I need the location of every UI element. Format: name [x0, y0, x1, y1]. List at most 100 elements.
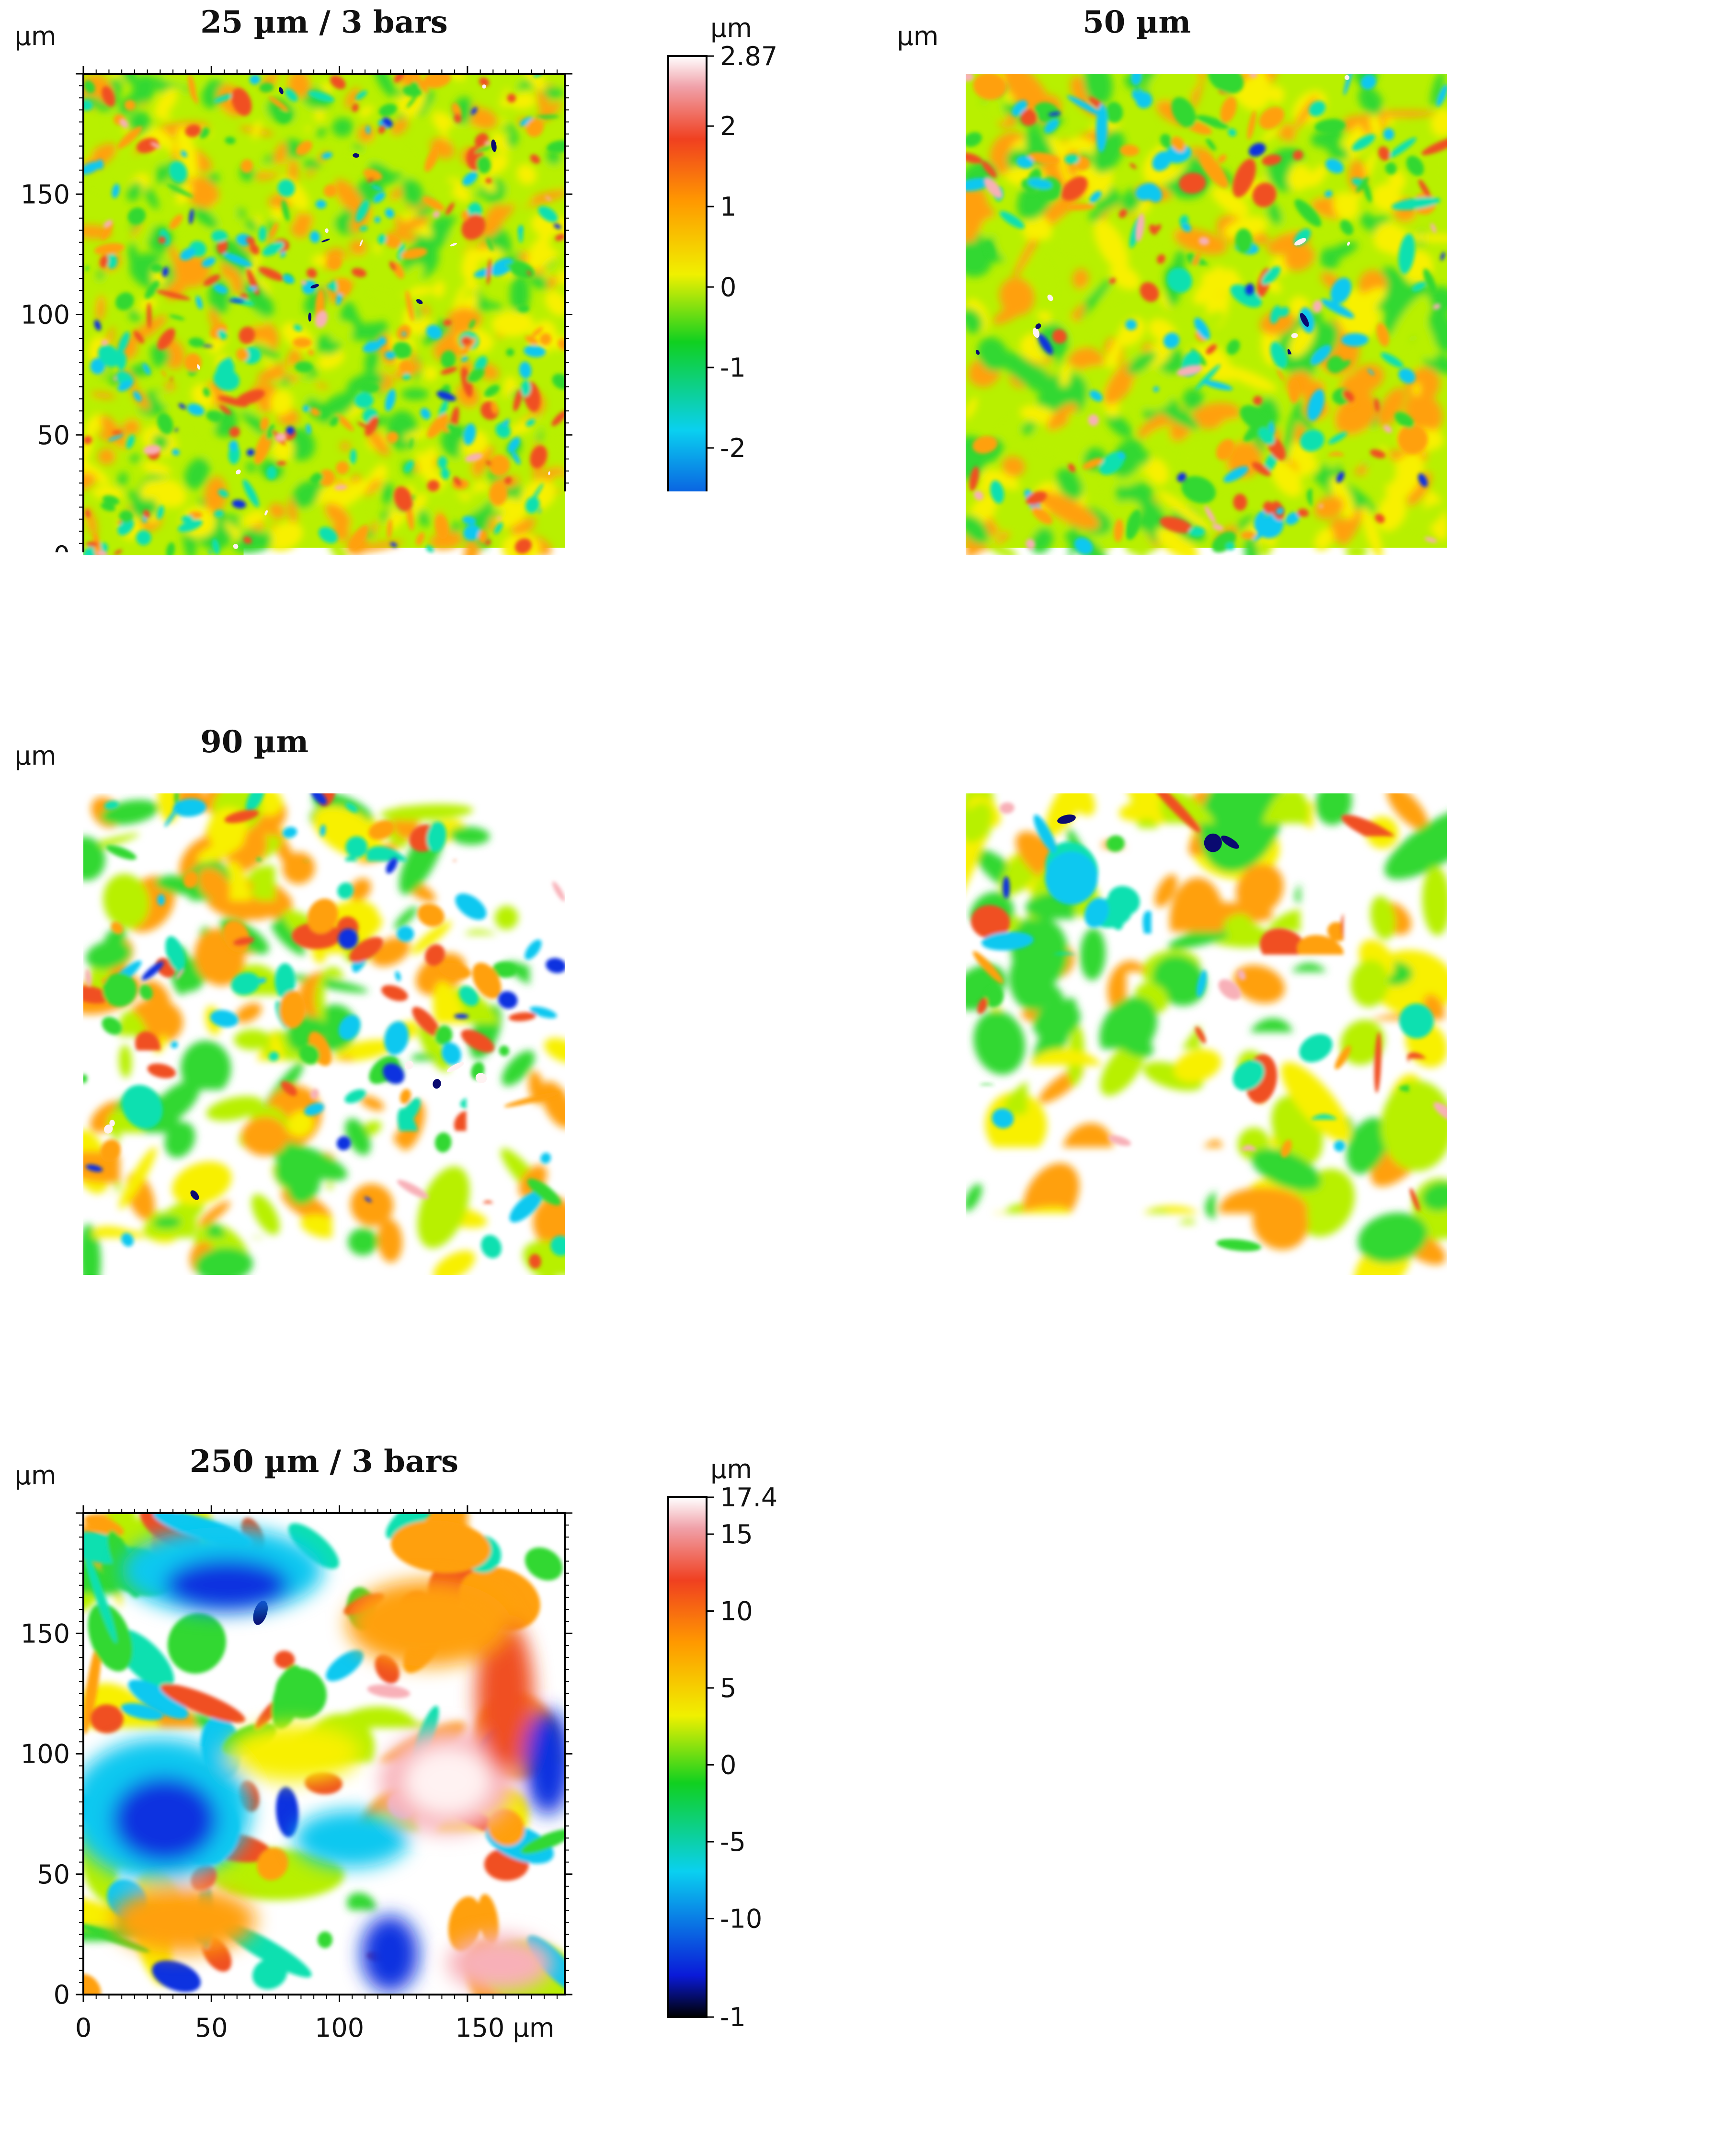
- y-tick-label: 150: [903, 899, 952, 929]
- heatmap-feature: [294, 1810, 409, 1868]
- caption-letter: e: [408, 2102, 428, 2140]
- y-tick-label: 100: [903, 300, 952, 330]
- heatmap-blob: [128, 242, 137, 264]
- heatmap-surface: [941, 35, 1467, 572]
- panel-title: 125 µm / 3 bars: [1072, 724, 1341, 760]
- heatmap-feature: [1129, 975, 1205, 1014]
- heatmap-blob: [401, 388, 429, 400]
- panel-title: 25 µm / 3 bars: [200, 4, 448, 40]
- x-tick-label: 100: [315, 2013, 364, 2043]
- heatmap-feature: [447, 1935, 553, 1992]
- x-tick-label: 50: [1077, 1293, 1110, 1323]
- colorbar-gradient: [668, 776, 707, 1296]
- x-tick-label: 50: [195, 573, 228, 604]
- heatmap-blob: [1241, 531, 1255, 539]
- y-tick-label: 100: [21, 1739, 70, 1769]
- y-tick-label: 50: [37, 1140, 70, 1170]
- y-tick-label: 50: [37, 1859, 70, 1890]
- panel-caption: (d): [1270, 1381, 1317, 1419]
- caption-close-paren: ): [428, 2103, 441, 2140]
- caption-open-paren: (: [1270, 1382, 1282, 1419]
- heatmap-feature: [994, 889, 1052, 937]
- colorbar-min-label: -7.25: [720, 1281, 787, 1311]
- colorbar-tick-label: -6: [720, 1234, 746, 1264]
- colorbar-min-label: -10.6: [1602, 1281, 1669, 1311]
- y-tick-label: 150: [903, 179, 952, 209]
- x-tick-label: 50: [195, 2013, 228, 2043]
- y-tick-label: 0: [54, 1260, 70, 1290]
- colorbar-max-label: 17.4: [720, 1482, 777, 1513]
- colorbar-tick-label: -5: [720, 1827, 746, 1857]
- x-tick-label: 0: [958, 1293, 974, 1323]
- y-tick-label: 50: [37, 420, 70, 450]
- colorbar-tick-label: -2: [720, 433, 746, 463]
- colorbar-tick-label: 4: [1602, 123, 1619, 153]
- colorbar-tick-label: -4: [1602, 458, 1628, 488]
- x-tick-label: 100: [315, 1293, 364, 1323]
- panel-a: 0 50 100 150 µm050100150µm 25 µm / 3 bars µm2…: [15, 4, 787, 698]
- colorbar-gradient: [1551, 776, 1589, 1296]
- x-tick-label: 100: [1197, 1293, 1246, 1323]
- caption-close-paren: ): [1304, 661, 1317, 698]
- heatmap-feature: [347, 1580, 510, 1666]
- heatmap-blob: [293, 337, 312, 348]
- colorbar-max-label: 8.62: [1602, 761, 1660, 791]
- y-unit-label: µm: [15, 741, 57, 771]
- heatmap-feature: [227, 1724, 361, 1781]
- caption-letter: c: [409, 1381, 428, 1419]
- colorbar-tick-label: 0: [720, 1750, 736, 1780]
- heatmap-blob: [354, 392, 374, 409]
- panels: 0 50 100 150 µm050100150µm 25 µm / 3 bars µm2…: [0, 4, 1669, 2140]
- panel-title: 50 µm / 3 bars: [1083, 4, 1330, 40]
- y-unit-label: µm: [897, 21, 939, 51]
- heatmap-blob: [485, 178, 492, 183]
- heatmap-feature: [112, 1887, 256, 1954]
- heatmap-feature: [404, 1748, 491, 1815]
- colorbar-tick-label: -10: [720, 1904, 762, 1934]
- colorbar-tick-label: 0: [720, 272, 736, 302]
- y-tick-label: 100: [903, 1020, 952, 1050]
- panel-caption: (a): [396, 660, 441, 698]
- y-tick-label: 150: [21, 179, 70, 209]
- heatmap-feature: [361, 1915, 419, 1992]
- y-tick-label: 150: [21, 899, 70, 929]
- colorbar-tick-label: -2: [720, 1084, 746, 1114]
- heatmap-blob: [308, 313, 311, 322]
- colorbar-tick-label: -2: [1602, 374, 1628, 404]
- panel-b: 0 50 100 150 µm050100150µm 50 µm / 3 bars µm5…: [897, 4, 1669, 698]
- y-unit-label: µm: [897, 741, 939, 771]
- colorbar-min-label: -16.4: [720, 2002, 787, 2032]
- y-tick-label: 50: [919, 420, 952, 450]
- colorbar-tick-label: 2: [1602, 206, 1619, 237]
- colorbar-tick-label: 5: [1602, 859, 1619, 889]
- heatmap-feature: [112, 1777, 217, 1863]
- panel-e: 0 50 100 150 µm050100150µm 250 µm / 3 bars µm…: [0, 1438, 787, 2140]
- caption-open-paren: (: [396, 1382, 409, 1419]
- colorbar-tick-label: 0: [720, 1009, 736, 1039]
- caption-letter: a: [408, 660, 429, 698]
- y-tick-label: 0: [936, 1260, 952, 1290]
- colorbar-tick-label: 2: [720, 111, 736, 141]
- caption-open-paren: (: [396, 661, 408, 698]
- colorbar-max-label: 6.61: [720, 761, 777, 791]
- colorbar-tick-label: 5: [720, 1673, 736, 1703]
- colorbar-tick-label: -3: [720, 514, 746, 544]
- x-tick-label: 0: [75, 573, 91, 604]
- colorbar-tick-label: -5: [1602, 1130, 1628, 1160]
- x-tick-label: 100: [1197, 573, 1246, 604]
- x-tick-label: 150 µm: [455, 2013, 554, 2043]
- colorbar-tick-label: 0: [1602, 290, 1619, 321]
- colorbar-unit-label: µm: [1593, 13, 1634, 43]
- y-tick-label: 0: [936, 540, 952, 571]
- caption-close-paren: ): [1304, 1382, 1317, 1419]
- colorbar-unit-label: µm: [710, 13, 752, 43]
- heatmap-surface: [932, 749, 1502, 1305]
- heatmap-feature: [1363, 813, 1421, 860]
- y-tick-label: 100: [21, 1020, 70, 1050]
- heatmap-feature: [165, 1559, 289, 1611]
- heatmap-blob: [1413, 382, 1420, 396]
- panel-c: 0 50 100 150 µm050100150µm 90 µm / 3 bars µm6…: [15, 724, 787, 1419]
- caption-open-paren: (: [1270, 661, 1282, 698]
- colorbar-tick-label: 15: [720, 1519, 753, 1549]
